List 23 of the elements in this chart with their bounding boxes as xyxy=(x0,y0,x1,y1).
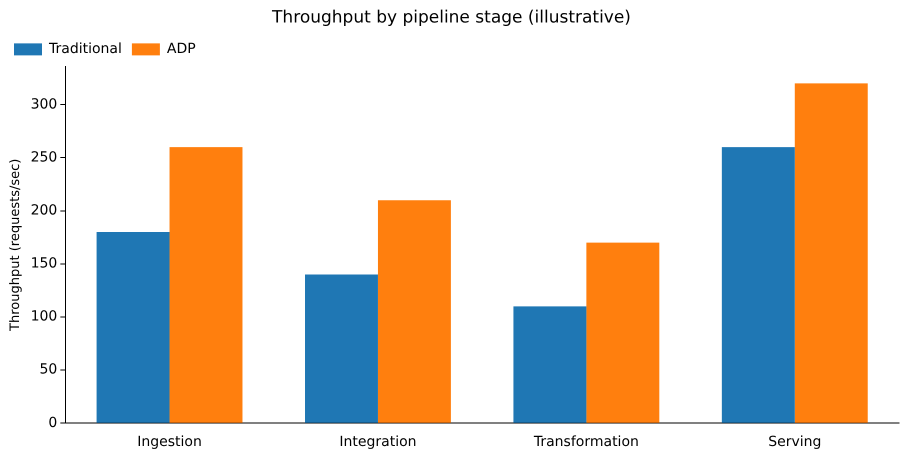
bar xyxy=(96,232,170,423)
legend-label: ADP xyxy=(166,41,196,58)
x-tick-label: Integration xyxy=(339,434,417,450)
y-tick-label: 100 xyxy=(30,308,58,325)
bar xyxy=(513,306,586,423)
bar xyxy=(586,242,660,423)
y-tick-label: 300 xyxy=(30,96,58,112)
bar xyxy=(722,147,795,423)
y-tick-label: 200 xyxy=(30,202,58,218)
x-tick-label: Ingestion xyxy=(137,434,202,450)
chart-title: Throughput by pipeline stage (illustrative) xyxy=(271,8,631,28)
y-tick-label: 250 xyxy=(30,149,58,166)
y-tick-label: 0 xyxy=(48,414,58,431)
legend-label: Traditional xyxy=(48,41,122,58)
bar xyxy=(794,83,868,423)
y-axis-title: Throughput (requests/sec) xyxy=(8,158,24,332)
bar xyxy=(378,200,451,423)
bar xyxy=(170,147,242,423)
x-tick-label: Serving xyxy=(768,434,822,450)
y-tick-label: 150 xyxy=(30,256,58,272)
y-tick-label: 50 xyxy=(39,362,58,378)
bar xyxy=(305,274,378,423)
x-tick-label: Transformation xyxy=(532,434,639,450)
